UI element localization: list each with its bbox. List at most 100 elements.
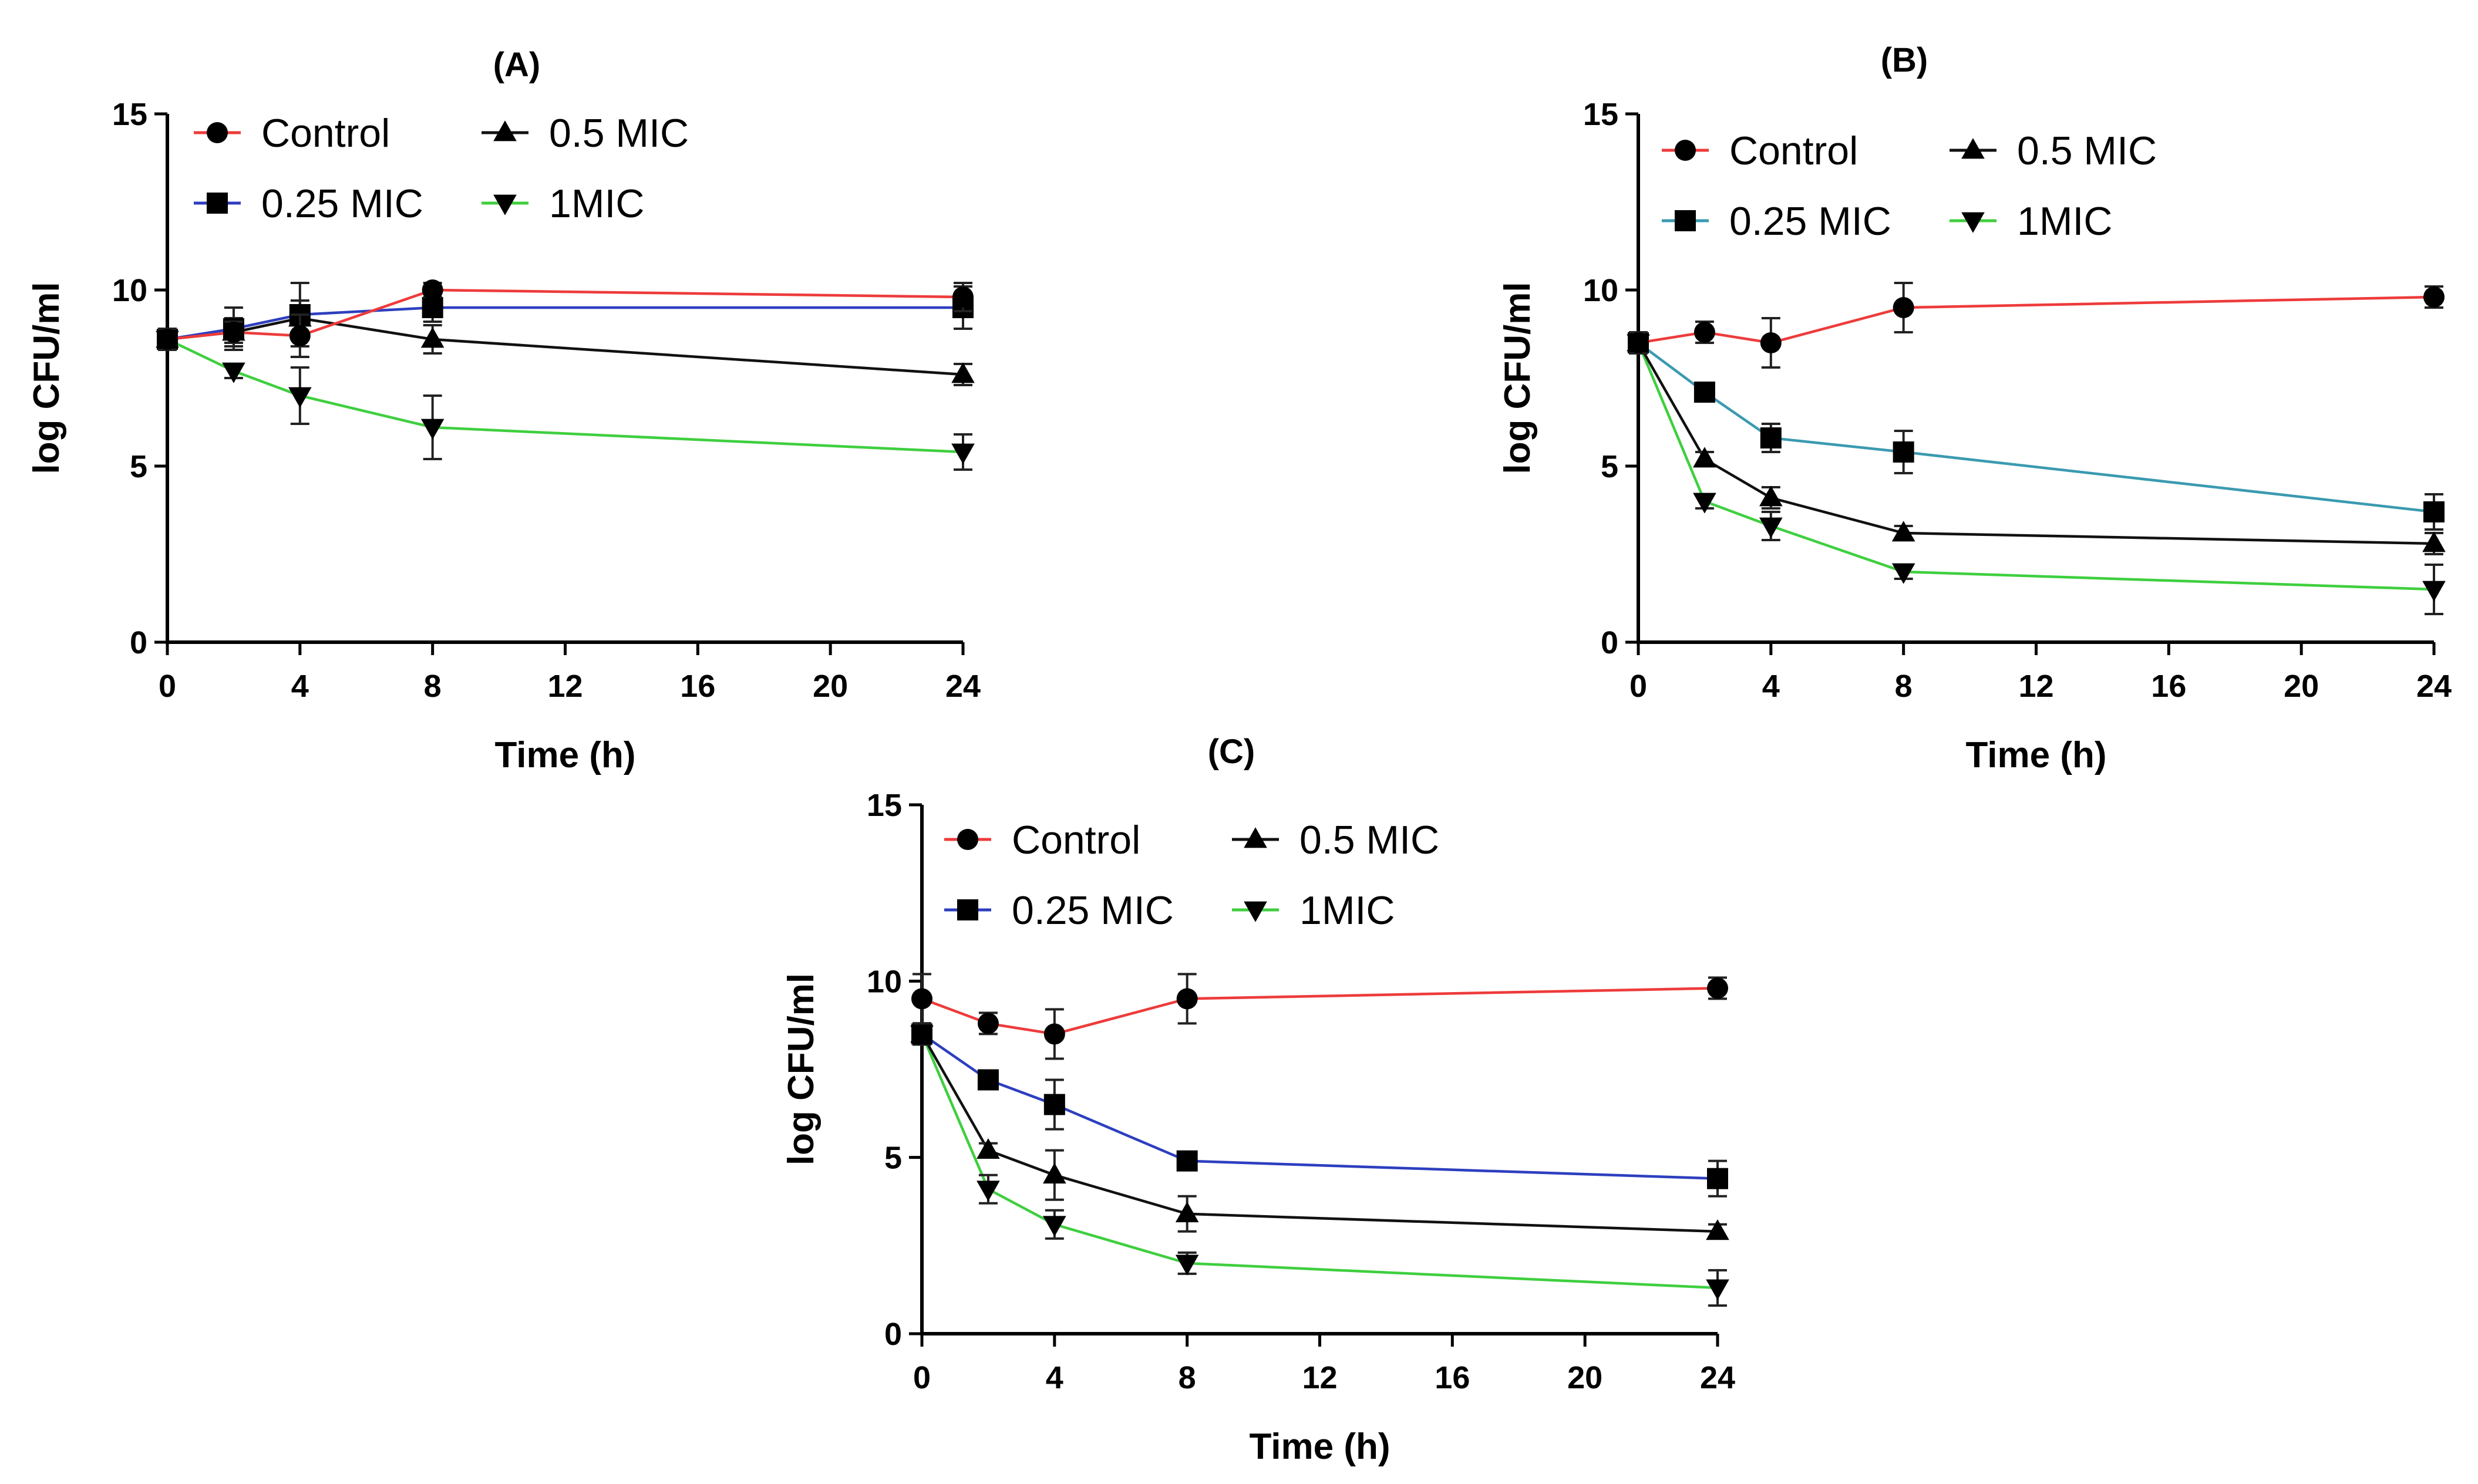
- y-tick-label: 15: [867, 788, 902, 823]
- data-point: [2422, 531, 2446, 552]
- data-point: [1693, 382, 1715, 403]
- legend-marker: [1675, 210, 1696, 231]
- data-point: [1760, 427, 1782, 448]
- data-point: [1706, 1219, 1729, 1240]
- x-tick-label: 20: [1567, 1360, 1602, 1395]
- panel-title: (C): [1208, 733, 1255, 771]
- x-tick-label: 24: [945, 669, 981, 704]
- data-point: [1759, 517, 1783, 538]
- series-line: [1638, 295, 2435, 345]
- data-point: [1693, 322, 1715, 343]
- x-tick-label: 0: [159, 669, 176, 704]
- y-tick-label: 15: [1583, 97, 1618, 132]
- data-point: [1760, 332, 1782, 353]
- series-line: [920, 1033, 1718, 1290]
- data-point: [420, 327, 445, 348]
- data-point: [1043, 1163, 1066, 1184]
- data-point: [1693, 447, 1716, 468]
- data-point: [1707, 1168, 1728, 1189]
- data-point: [977, 1138, 1000, 1159]
- legend-marker: [1675, 140, 1696, 161]
- legend: Control 0.5 MIC 0.25 MIC 1MIC: [194, 111, 689, 226]
- legend-item: 1MIC: [482, 181, 644, 226]
- data-point: [1176, 1150, 1198, 1172]
- series-control: [1628, 282, 2445, 369]
- series-line: [167, 288, 964, 341]
- data-point: [1176, 988, 1198, 1010]
- x-tick-label: 8: [1179, 1360, 1196, 1395]
- data-point: [1706, 1279, 1729, 1300]
- x-axis-label: Time (h): [495, 735, 636, 775]
- data-point: [911, 1023, 932, 1045]
- y-tick-label: 10: [1583, 273, 1618, 308]
- legend-item: 0.25 MIC: [194, 181, 423, 226]
- data-point: [1707, 977, 1728, 999]
- legend-marker: [957, 829, 978, 850]
- data-point: [223, 322, 244, 343]
- legend-label: 0.25 MIC: [1012, 888, 1174, 933]
- data-point: [977, 1069, 999, 1091]
- series-1mic: [156, 328, 975, 471]
- y-tick-label: 0: [1601, 625, 1618, 660]
- x-tick-label: 20: [2284, 669, 2319, 704]
- y-axis-label: log CFU/ml: [781, 973, 821, 1165]
- series-line: [167, 316, 964, 376]
- legend-marker: [957, 899, 978, 920]
- data-point: [1628, 332, 1649, 353]
- series-0-5-mic: [156, 299, 975, 386]
- x-tick-label: 24: [1700, 1360, 1735, 1395]
- x-tick-label: 16: [680, 669, 715, 704]
- legend-marker: [207, 193, 228, 214]
- data-point: [1175, 1254, 1199, 1276]
- panel-title: (B): [1881, 41, 1928, 79]
- y-tick-label: 10: [867, 964, 902, 999]
- y-tick-label: 10: [112, 273, 147, 308]
- data-point: [1893, 297, 1914, 318]
- x-tick-label: 8: [1895, 669, 1913, 704]
- series-control: [911, 973, 1728, 1060]
- legend-label: 0.5 MIC: [2017, 129, 2157, 173]
- data-point: [951, 362, 975, 383]
- x-tick-label: 4: [291, 669, 309, 704]
- legend-item: 0.5 MIC: [482, 111, 689, 156]
- y-axis-label: log CFU/ml: [1497, 282, 1538, 474]
- panel-title: (A): [493, 46, 541, 84]
- x-tick-label: 16: [1435, 1360, 1470, 1395]
- legend: Control 0.5 MIC 0.25 MIC 1MIC: [1662, 129, 2157, 244]
- legend-label: 1MIC: [549, 181, 644, 226]
- legend-marker: [493, 194, 517, 215]
- data-point: [222, 362, 245, 383]
- data-point: [2423, 501, 2445, 522]
- legend-label: 1MIC: [2017, 199, 2112, 244]
- series-0-5-mic: [910, 1021, 1729, 1240]
- x-tick-label: 0: [1629, 669, 1647, 704]
- y-tick-label: 5: [884, 1141, 902, 1176]
- y-tick-label: 5: [130, 449, 147, 484]
- data-point: [977, 1013, 999, 1034]
- legend-marker: [1961, 138, 1985, 159]
- legend-label: 0.25 MIC: [261, 181, 423, 226]
- legend-item: 1MIC: [1950, 199, 2112, 244]
- data-point: [1043, 1094, 1065, 1115]
- x-tick-label: 0: [913, 1360, 931, 1395]
- legend-item: 0.25 MIC: [944, 888, 1174, 933]
- legend-label: Control: [1012, 818, 1140, 862]
- data-point: [977, 1181, 1000, 1202]
- data-point: [2422, 581, 2446, 602]
- series-line: [1637, 342, 2435, 545]
- x-tick-label: 24: [2416, 669, 2452, 704]
- legend-marker: [207, 122, 228, 143]
- legend-marker: [493, 120, 517, 141]
- legend-label: 0.5 MIC: [549, 111, 689, 156]
- panel-b: (B) 0 5 10 15 0 4 8 12 16 20 24 Time (h) log CFU/ml Co…: [1497, 41, 2452, 775]
- legend-marker: [1244, 827, 1267, 848]
- series-line: [1637, 342, 2435, 514]
- series-line: [167, 338, 964, 454]
- series-1mic: [1627, 331, 2446, 615]
- legend-item: 1MIC: [1232, 888, 1395, 933]
- x-tick-label: 4: [1762, 669, 1780, 704]
- legend-item: Control: [194, 111, 390, 156]
- data-point: [1891, 521, 1915, 542]
- panel-a: (A) 0 5 10 15 0 4 8 12 16 20 24 Time (h) log CFU/ml Co…: [26, 46, 981, 775]
